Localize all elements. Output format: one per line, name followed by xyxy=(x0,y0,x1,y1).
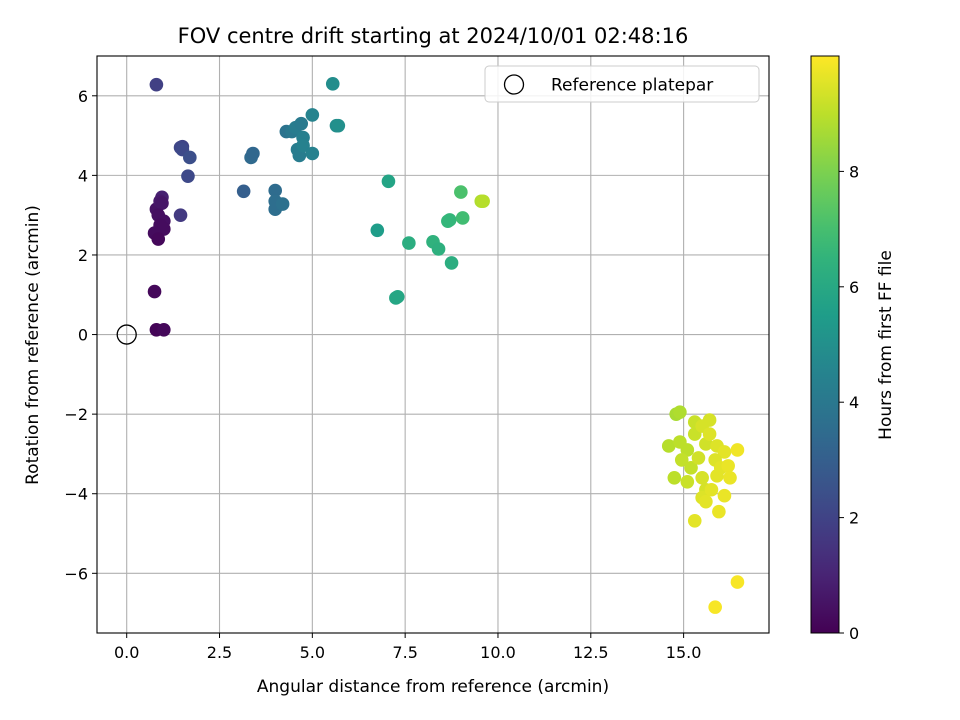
data-point xyxy=(305,108,320,122)
data-point xyxy=(680,443,695,457)
data-point xyxy=(431,242,446,256)
data-point xyxy=(296,138,310,153)
x-tick-label: 5.0 xyxy=(300,643,325,662)
colorbar-tick-label: 2 xyxy=(849,509,859,528)
colorbar-gradient xyxy=(810,55,840,634)
plot-frame xyxy=(96,55,770,634)
data-point xyxy=(717,488,732,503)
legend-box xyxy=(484,65,760,103)
y-tick-label: −4 xyxy=(64,485,88,504)
chart-title: FOV centre drift starting at 2024/10/01 … xyxy=(178,24,689,48)
axes-layer: 0.0 2.5 5.0 7.5 10.0 12.5 15.0 −6 −4 −2 0 2 4 6 xyxy=(64,55,770,662)
x-tick-label: 2.5 xyxy=(207,643,232,662)
colorbar-tick-label: 6 xyxy=(849,278,859,297)
data-point xyxy=(294,116,308,131)
y-tick-label: 4 xyxy=(78,166,88,185)
legend-open-circle-marker xyxy=(503,74,525,95)
data-point xyxy=(402,236,416,250)
data-point xyxy=(151,232,166,246)
data-point xyxy=(381,174,396,189)
data-point xyxy=(730,443,745,457)
x-tick-label: 0.0 xyxy=(114,643,139,662)
x-tick-label: 15.0 xyxy=(666,643,702,662)
data-point xyxy=(147,284,162,299)
legend: Reference platepar xyxy=(484,65,760,103)
y-axis-label: Rotation from reference (arcmin) xyxy=(23,205,43,485)
y-tick-label: −2 xyxy=(64,405,88,424)
data-point xyxy=(305,146,320,161)
data-point xyxy=(673,405,687,419)
data-point xyxy=(268,183,283,198)
data-point xyxy=(325,77,340,91)
data-point xyxy=(680,474,695,489)
data-point xyxy=(444,256,459,270)
data-point xyxy=(183,150,197,165)
data-point xyxy=(674,453,689,467)
y-tick-label: 0 xyxy=(78,326,88,345)
colorbar: 0 2 4 6 8 Hours from first FF file xyxy=(810,55,896,643)
data-points-layer xyxy=(147,77,745,614)
data-point xyxy=(704,482,719,497)
data-point xyxy=(699,494,713,509)
data-point xyxy=(275,197,290,211)
colorbar-ticks: 0 2 4 6 8 xyxy=(839,162,859,643)
data-point xyxy=(454,185,468,199)
legend-label-reference-platepar: Reference platepar xyxy=(551,76,713,96)
reference-platepar-marker xyxy=(116,324,137,345)
data-point xyxy=(455,211,470,225)
data-point xyxy=(476,194,490,209)
data-point xyxy=(695,471,709,485)
data-point xyxy=(442,213,457,227)
colorbar-tick-label: 8 xyxy=(849,162,859,181)
colorbar-tick-label: 4 xyxy=(849,393,859,412)
data-point xyxy=(712,504,726,519)
data-point xyxy=(181,169,195,183)
x-tick-label: 7.5 xyxy=(392,643,417,662)
x-tick-label: 12.5 xyxy=(573,643,609,662)
data-point xyxy=(157,322,171,337)
data-point xyxy=(390,289,405,304)
colorbar-tick-label: 0 xyxy=(849,624,859,643)
data-point xyxy=(723,471,737,485)
data-point xyxy=(717,445,732,459)
y-tick-label: 6 xyxy=(78,87,88,106)
x-axis-label: Angular distance from reference (arcmin) xyxy=(257,677,609,697)
y-tick-label: −6 xyxy=(64,564,88,583)
data-point xyxy=(155,196,169,211)
data-point xyxy=(708,600,722,614)
data-point xyxy=(370,223,385,238)
data-point xyxy=(173,208,188,222)
data-point xyxy=(331,118,346,133)
data-point xyxy=(667,471,682,485)
data-point xyxy=(236,184,251,199)
reference-layer xyxy=(116,324,137,345)
data-point xyxy=(691,451,706,465)
data-point xyxy=(246,146,260,161)
y-tick-label: 2 xyxy=(78,246,88,265)
data-point xyxy=(687,513,702,528)
data-point xyxy=(730,575,745,589)
colorbar-label: Hours from first FF file xyxy=(876,250,896,440)
data-point xyxy=(149,77,164,92)
data-point xyxy=(702,427,717,441)
data-point xyxy=(661,439,676,453)
data-point xyxy=(684,461,698,475)
x-tick-label: 10.0 xyxy=(480,643,516,662)
data-point xyxy=(721,459,735,473)
